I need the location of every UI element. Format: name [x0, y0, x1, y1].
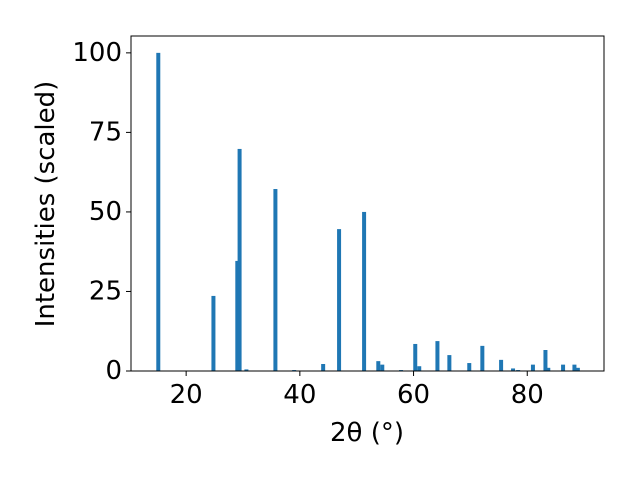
bar [417, 366, 422, 371]
y-tick-label: 100 [72, 38, 122, 68]
bar [337, 229, 342, 371]
y-tick-label: 75 [89, 117, 122, 147]
bar [467, 363, 472, 371]
bar [376, 361, 381, 371]
bar [561, 364, 566, 371]
x-axis-label: 2θ (°) [330, 418, 404, 448]
bar [235, 260, 240, 371]
bar [413, 343, 418, 371]
x-tick-label: 40 [283, 380, 316, 410]
bar [273, 189, 278, 371]
plot-frame [130, 35, 605, 372]
bar [530, 364, 535, 371]
bar [575, 367, 580, 371]
bar [546, 367, 551, 371]
bar [435, 341, 440, 371]
x-tick-label: 60 [397, 380, 430, 410]
x-tick-label: 80 [511, 380, 544, 410]
x-tick-label: 20 [170, 380, 203, 410]
bar [543, 350, 548, 371]
bar [511, 368, 516, 371]
bar [321, 364, 326, 371]
bar [499, 359, 504, 371]
y-tick-label: 50 [89, 197, 122, 227]
bar [380, 364, 385, 371]
bar [480, 345, 485, 371]
bar [572, 364, 577, 371]
y-tick-label: 25 [89, 276, 122, 306]
y-axis-label: Intensities (scaled) [31, 81, 61, 328]
bar [156, 52, 161, 371]
bar [211, 295, 216, 371]
bar [362, 211, 367, 371]
bar [447, 355, 452, 371]
y-tick-label: 0 [105, 356, 122, 386]
bar [244, 369, 249, 371]
bar [237, 148, 242, 371]
